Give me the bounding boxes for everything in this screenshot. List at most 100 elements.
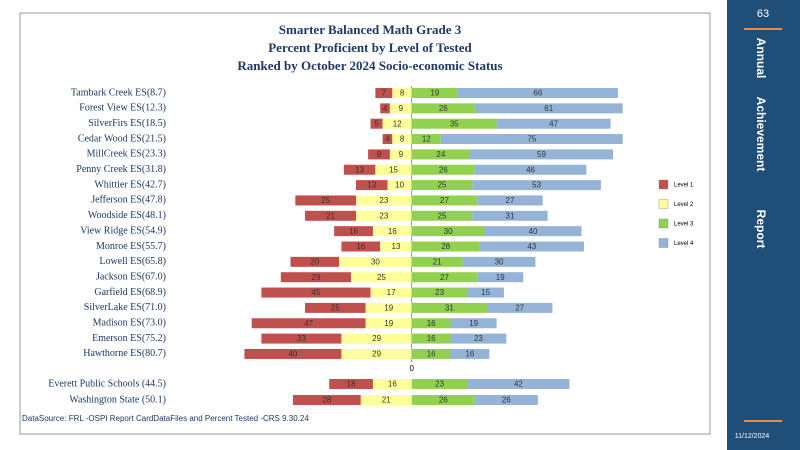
value-label: 25 — [377, 273, 386, 282]
value-label: 43 — [527, 242, 536, 251]
bar-segment — [280, 272, 352, 283]
chart-frame — [19, 12, 711, 435]
bar-segment — [411, 103, 475, 114]
bar-segment — [411, 210, 473, 221]
bar-segment — [411, 333, 451, 344]
bar-segment — [477, 195, 543, 206]
category-label: SilverLake ES(71.0) — [84, 302, 166, 313]
value-label: 42 — [514, 380, 523, 389]
value-label: 28 — [322, 396, 331, 405]
bar-segment — [387, 180, 412, 191]
category-label: Whittier ES(42.7) — [94, 179, 166, 190]
value-label: 66 — [533, 89, 542, 98]
page-number: 63 — [757, 8, 769, 20]
bar-segment — [411, 395, 475, 405]
bar-segment — [477, 272, 524, 283]
value-label: 19 — [430, 89, 439, 98]
bar-segment — [411, 241, 480, 252]
value-label: 23 — [435, 380, 444, 389]
bar-segment — [290, 256, 339, 267]
bar-segment — [380, 103, 390, 114]
bar-segment — [411, 287, 468, 298]
category-label: SilverFirs ES(18.5) — [88, 118, 166, 129]
category-label: Tambark Creek ES(8.7) — [71, 87, 166, 98]
category-label: MillCreek ES(23.3) — [87, 149, 166, 160]
bar-segment — [474, 395, 538, 405]
value-label: 26 — [439, 165, 448, 174]
bar-segment — [411, 348, 451, 359]
x-tick-label: 0 — [410, 364, 415, 373]
bar-segment — [343, 164, 376, 175]
bar-segment — [411, 256, 463, 267]
bar-segment — [411, 149, 470, 160]
category-label: Forest View ES(12.3) — [79, 103, 166, 114]
value-label: 31 — [506, 211, 515, 220]
value-label: 16 — [427, 319, 436, 328]
bar-segment — [389, 103, 412, 114]
side-title: Annual — [754, 38, 768, 79]
value-label: 18 — [347, 380, 356, 389]
bar-segment — [496, 118, 611, 129]
chart-title: Percent Proficient by Level of Tested — [268, 40, 472, 55]
bar-segment — [411, 88, 458, 98]
bar-segment — [472, 180, 601, 191]
category-label: Lowell ES(65.8) — [99, 256, 166, 267]
bar-segment — [372, 379, 412, 389]
source-note: DataSource: FRL -OSPI Report CardDataFil… — [22, 414, 309, 423]
bar-segment — [474, 164, 587, 175]
value-label: 15 — [481, 288, 490, 297]
bar-segment — [450, 333, 507, 344]
category-label: Cedar Wood ES(21.5) — [78, 133, 166, 144]
legend-swatch — [658, 218, 669, 229]
category-label: Woodside ES(48.1) — [88, 210, 166, 221]
category-label: Madison ES(73.0) — [93, 318, 166, 329]
bar-segment — [411, 195, 478, 206]
value-label: 61 — [544, 104, 553, 113]
value-label: 53 — [532, 181, 541, 190]
side-title: Report — [754, 210, 768, 249]
category-label: Washington State (50.1) — [69, 394, 166, 405]
value-label: 4 — [385, 135, 390, 144]
legend-swatch — [658, 199, 669, 209]
value-label: 17 — [387, 288, 396, 297]
category-label: Jackson ES(67.0) — [96, 271, 166, 282]
bar-segment — [380, 241, 412, 252]
date: 11/12/2024 — [735, 433, 770, 440]
value-label: 45 — [312, 288, 321, 297]
bar-segment — [411, 164, 475, 175]
value-label: 30 — [371, 257, 380, 266]
bar-segment — [355, 195, 412, 206]
value-label: 13 — [392, 242, 401, 251]
value-label: 59 — [537, 150, 546, 159]
bar-segment — [305, 210, 356, 221]
value-label: 16 — [388, 227, 397, 236]
bar-segment — [341, 348, 412, 359]
bar-segment — [339, 256, 412, 267]
bar-segment — [392, 134, 412, 145]
bar-segment — [329, 379, 373, 389]
bar-segment — [261, 333, 342, 344]
value-label: 20 — [310, 257, 319, 266]
bar-segment — [261, 287, 371, 298]
bar-segment — [244, 348, 342, 359]
bar-segment — [472, 210, 548, 221]
value-label: 25 — [438, 181, 447, 190]
value-label: 19 — [496, 273, 505, 282]
value-label: 9 — [377, 150, 382, 159]
bar-segment — [467, 287, 504, 298]
bar-segment — [450, 348, 490, 359]
value-label: 23 — [435, 288, 444, 297]
value-label: 27 — [506, 196, 515, 205]
value-label: 19 — [384, 319, 393, 328]
bar-segment — [365, 318, 412, 329]
value-label: 13 — [355, 165, 364, 174]
value-label: 47 — [304, 319, 313, 328]
value-label: 35 — [450, 119, 459, 128]
value-label: 8 — [400, 135, 405, 144]
value-label: 75 — [527, 135, 536, 144]
bar-segment — [440, 134, 623, 145]
value-label: 16 — [465, 350, 474, 359]
value-label: 16 — [356, 242, 365, 251]
legend-label: Level 4 — [674, 241, 694, 247]
